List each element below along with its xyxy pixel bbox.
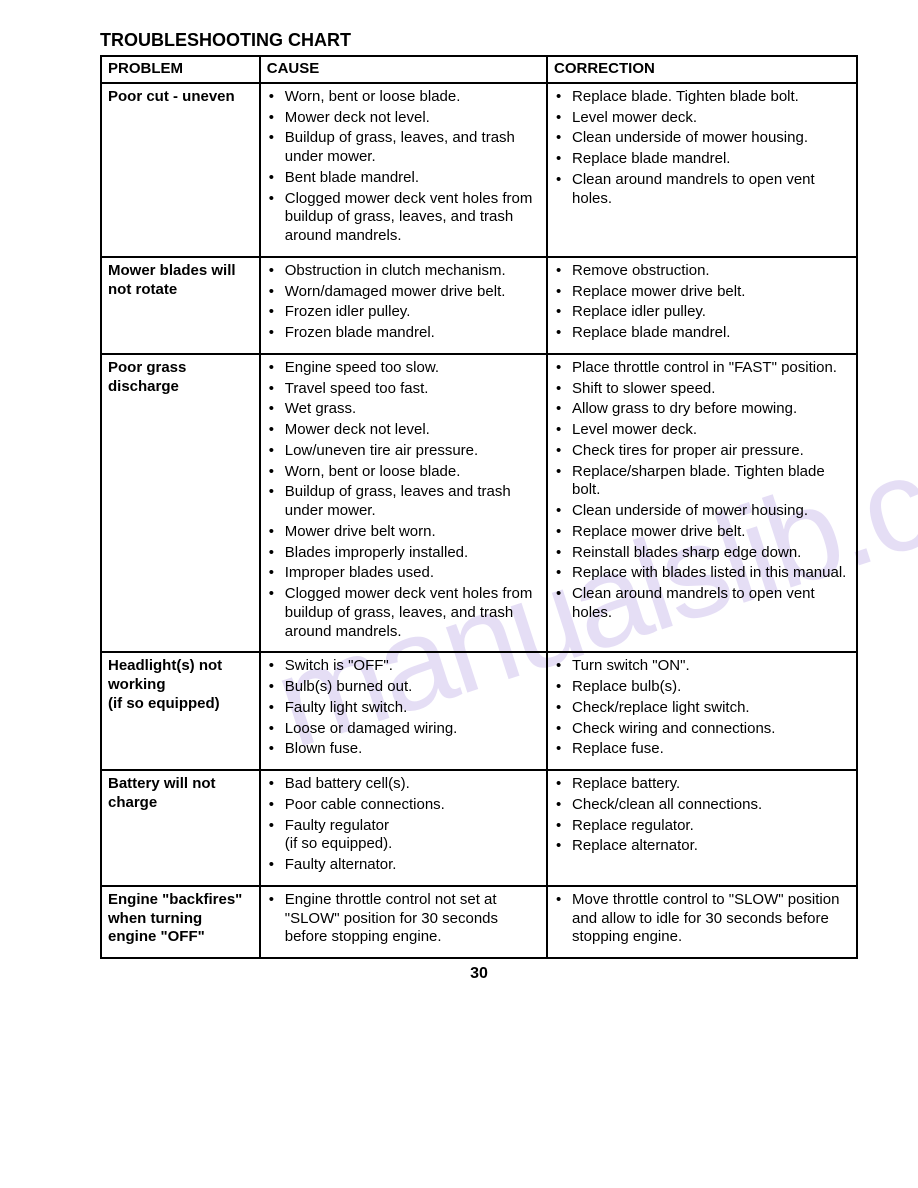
cause-item: Loose or damaged wiring. <box>267 720 540 739</box>
cause-item: Buildup of grass, leaves and trash under… <box>267 483 540 521</box>
correction-item: Reinstall blades sharp edge down. <box>554 544 850 563</box>
correction-item: Remove obstruction. <box>554 262 850 281</box>
correction-cell: Replace battery. Check/clean all connecti… <box>547 770 857 886</box>
table-row: Poor grass dischargeEngine speed too slo… <box>101 354 857 653</box>
cause-item: Bulb(s) burned out. <box>267 678 540 697</box>
correction-cell: Move throttle control to "SLOW" position… <box>547 886 857 958</box>
cause-item: Buildup of grass, leaves, and trash unde… <box>267 129 540 167</box>
table-row: Battery will not chargeBad battery cell(… <box>101 770 857 886</box>
correction-item: Replace mower drive belt. <box>554 523 850 542</box>
cause-item: Worn, bent or loose blade. <box>267 88 540 107</box>
correction-cell: Replace blade. Tighten blade bolt. Level … <box>547 83 857 257</box>
cause-item: Switch is "OFF". <box>267 657 540 676</box>
correction-item: Place throttle control in "FAST" positio… <box>554 359 850 378</box>
cause-item: Blown fuse. <box>267 740 540 759</box>
table-row: Poor cut - unevenWorn, bent or loose bla… <box>101 83 857 257</box>
correction-item: Level mower deck. <box>554 109 850 128</box>
correction-item: Clean around mandrels to open vent holes… <box>554 171 850 209</box>
correction-item: Allow grass to dry before mowing. <box>554 400 850 419</box>
correction-item: Clean underside of mower housing. <box>554 502 850 521</box>
correction-item: Clean around mandrels to open vent holes… <box>554 585 850 623</box>
cause-item: Blades improperly installed. <box>267 544 540 563</box>
header-problem: PROBLEM <box>101 56 260 83</box>
cause-item: Frozen idler pulley. <box>267 303 540 322</box>
problem-cell: Poor grass discharge <box>101 354 260 653</box>
cause-item: Mower deck not level. <box>267 421 540 440</box>
cause-item: Faulty alternator. <box>267 856 540 875</box>
cause-item: Poor cable connections. <box>267 796 540 815</box>
correction-item: Shift to slower speed. <box>554 380 850 399</box>
cause-item: Mower deck not level. <box>267 109 540 128</box>
cause-cell: Engine throttle control not set at "SLOW… <box>260 886 547 958</box>
correction-item: Replace with blades listed in this manua… <box>554 564 850 583</box>
correction-cell: Turn switch "ON". Replace bulb(s). Check/r… <box>547 652 857 770</box>
correction-cell: Remove obstruction. Replace mower drive b… <box>547 257 857 354</box>
chart-title: TROUBLESHOOTING CHART <box>100 30 858 51</box>
correction-item: Replace blade mandrel. <box>554 324 850 343</box>
cause-item: Worn, bent or loose blade. <box>267 463 540 482</box>
troubleshooting-table: PROBLEM CAUSE CORRECTION Poor cut - unev… <box>100 55 858 959</box>
correction-item: Replace mower drive belt. <box>554 283 850 302</box>
correction-item: Replace battery. <box>554 775 850 794</box>
correction-item: Move throttle control to "SLOW" position… <box>554 891 850 947</box>
table-row: Mower blades will not rotateObstruction … <box>101 257 857 354</box>
table-row: Engine "backfires" when turning engine "… <box>101 886 857 958</box>
correction-item: Replace idler pulley. <box>554 303 850 322</box>
cause-item: Improper blades used. <box>267 564 540 583</box>
cause-cell: Engine speed too slow. Travel speed too f… <box>260 354 547 653</box>
cause-item: Low/uneven tire air pressure. <box>267 442 540 461</box>
cause-item: Clogged mower deck vent holes from build… <box>267 585 540 641</box>
correction-item: Replace fuse. <box>554 740 850 759</box>
table-header-row: PROBLEM CAUSE CORRECTION <box>101 56 857 83</box>
problem-cell: Headlight(s) not working(if so equipped) <box>101 652 260 770</box>
cause-item: Engine throttle control not set at "SLOW… <box>267 891 540 947</box>
cause-item: Engine speed too slow. <box>267 359 540 378</box>
cause-item: Wet grass. <box>267 400 540 419</box>
cause-item: Clogged mower deck vent holes from build… <box>267 190 540 246</box>
correction-cell: Place throttle control in "FAST" positio… <box>547 354 857 653</box>
table-row: Headlight(s) not working(if so equipped)… <box>101 652 857 770</box>
correction-item: Clean underside of mower housing. <box>554 129 850 148</box>
cause-item: Bent blade mandrel. <box>267 169 540 188</box>
page-number: 30 <box>100 965 858 983</box>
problem-cell: Battery will not charge <box>101 770 260 886</box>
cause-item: Obstruction in clutch mechanism. <box>267 262 540 281</box>
correction-item: Check/clean all connections. <box>554 796 850 815</box>
correction-item: Replace bulb(s). <box>554 678 850 697</box>
problem-cell: Engine "backfires" when turning engine "… <box>101 886 260 958</box>
header-correction: CORRECTION <box>547 56 857 83</box>
correction-item: Check/replace light switch. <box>554 699 850 718</box>
correction-item: Replace blade mandrel. <box>554 150 850 169</box>
cause-cell: Bad battery cell(s). Poor cable connectio… <box>260 770 547 886</box>
cause-cell: Obstruction in clutch mechanism. Worn/dam… <box>260 257 547 354</box>
cause-item: Frozen blade mandrel. <box>267 324 540 343</box>
cause-item: Bad battery cell(s). <box>267 775 540 794</box>
problem-cell: Poor cut - uneven <box>101 83 260 257</box>
cause-cell: Switch is "OFF". Bulb(s) burned out. Fault… <box>260 652 547 770</box>
cause-item: Worn/damaged mower drive belt. <box>267 283 540 302</box>
cause-item: Travel speed too fast. <box>267 380 540 399</box>
correction-item: Turn switch "ON". <box>554 657 850 676</box>
cause-item: Faulty light switch. <box>267 699 540 718</box>
cause-item: Mower drive belt worn. <box>267 523 540 542</box>
cause-cell: Worn, bent or loose blade. Mower deck not… <box>260 83 547 257</box>
header-cause: CAUSE <box>260 56 547 83</box>
correction-item: Replace/sharpen blade. Tighten blade bol… <box>554 463 850 501</box>
correction-item: Replace blade. Tighten blade bolt. <box>554 88 850 107</box>
correction-item: Replace regulator. <box>554 817 850 836</box>
cause-item: Faulty regulator(if so equipped). <box>267 817 540 855</box>
correction-item: Level mower deck. <box>554 421 850 440</box>
problem-cell: Mower blades will not rotate <box>101 257 260 354</box>
correction-item: Check tires for proper air pressure. <box>554 442 850 461</box>
correction-item: Check wiring and connections. <box>554 720 850 739</box>
correction-item: Replace alternator. <box>554 837 850 856</box>
